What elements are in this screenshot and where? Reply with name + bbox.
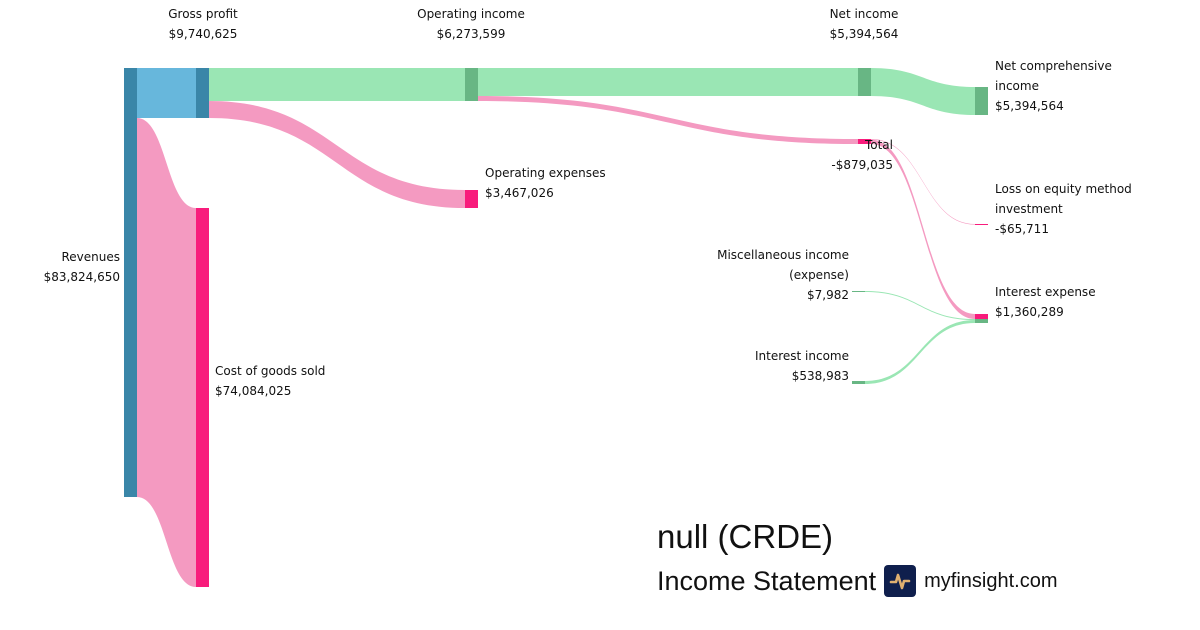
node-label-cogs: Cost of goods sold $74,084,025 [215, 364, 326, 398]
node-label-misc-income: Miscellaneous income (expense) $7,982 [717, 248, 849, 302]
link-operating-income-net-income [478, 68, 858, 96]
node-label-gross-profit: Gross profit $9,740,625 [168, 7, 238, 41]
node-label-loss-equity: Loss on equity method investment -$65,711 [995, 182, 1132, 236]
node-label-interest-income: Interest income $538,983 [754, 349, 849, 383]
link-operating-income-total [478, 96, 858, 144]
node-label-operating-income: Operating income $6,273,599 [417, 7, 525, 41]
link-total-loss-equity [871, 139, 975, 225]
link-total-interest-expense [871, 139, 975, 319]
node-revenues[interactable] [124, 68, 137, 497]
node-total[interactable] [858, 139, 871, 144]
node-interest-expense-pink[interactable] [975, 314, 988, 319]
link-interest-income-interest-expense [865, 320, 975, 384]
node-misc-income[interactable] [852, 291, 865, 292]
statement-title: Income Statement [657, 565, 877, 596]
pulse-chart-icon [884, 565, 917, 597]
link-gross-profit-operating-income [209, 68, 465, 101]
node-label-interest-expense: Interest expense $1,360,289 [995, 285, 1096, 319]
node-interest-expense-green[interactable] [975, 319, 988, 323]
node-gross-profit[interactable] [196, 68, 209, 118]
node-interest-income[interactable] [852, 381, 865, 384]
node-net-comprehensive-income[interactable] [975, 87, 988, 115]
node-loss-equity[interactable] [975, 224, 988, 225]
node-label-revenues: Revenues $83,824,650 [43, 250, 120, 284]
node-label-total: Total -$879,035 [831, 138, 893, 172]
link-gross-profit-operating-expenses [209, 101, 465, 208]
link-net-income-nci [871, 68, 975, 115]
node-operating-income[interactable] [465, 68, 478, 101]
node-label-net-income: Net income $5,394,564 [829, 7, 899, 41]
link-revenues-gross-profit [137, 68, 196, 118]
node-operating-expenses[interactable] [465, 190, 478, 208]
node-label-net-comprehensive-income: Net comprehensive income $5,394,564 [995, 59, 1112, 113]
node-cogs[interactable] [196, 208, 209, 587]
node-net-income[interactable] [858, 68, 871, 96]
link-revenues-cogs [137, 118, 196, 587]
subtitle-row: Income Statement myfinsight.com [657, 565, 1058, 597]
link-misc-income-interest-expense [865, 291, 975, 320]
brand-link[interactable]: myfinsight.com [924, 569, 1058, 592]
company-title: null (CRDE) [657, 518, 834, 555]
node-label-operating-expenses: Operating expenses $3,467,026 [485, 166, 606, 200]
